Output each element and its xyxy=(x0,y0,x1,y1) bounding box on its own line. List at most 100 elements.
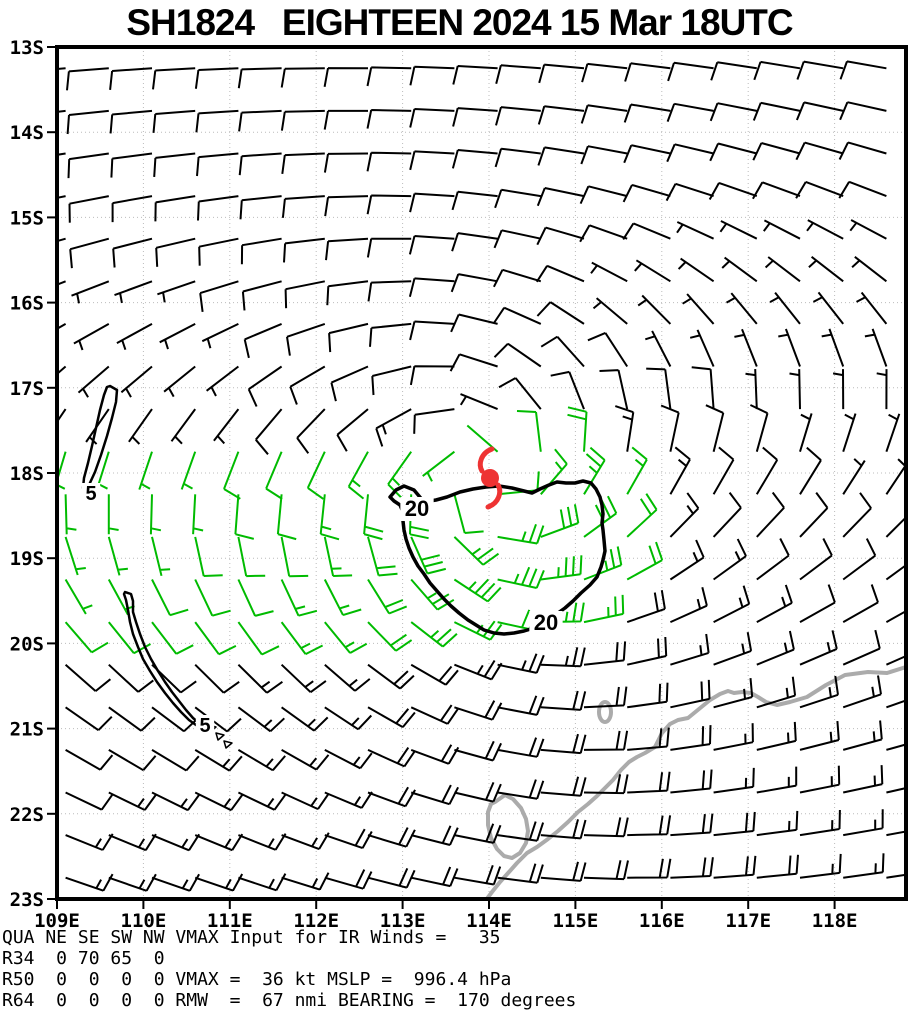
wind-barb xyxy=(151,873,200,892)
wind-barb xyxy=(627,682,669,709)
wind-barb xyxy=(454,823,502,844)
wind-barb xyxy=(769,291,801,325)
wind-barb xyxy=(151,706,199,733)
green-wind-barb xyxy=(280,621,324,655)
green-wind-barb xyxy=(367,621,413,652)
wind-barb xyxy=(281,832,330,851)
wind-barb xyxy=(756,721,797,751)
wind-barb xyxy=(450,273,498,293)
wind-barb xyxy=(280,109,325,131)
green-wind-barb xyxy=(237,536,266,578)
wind-barb xyxy=(624,62,671,82)
wind-barb xyxy=(708,181,758,200)
wind-barb xyxy=(752,181,801,200)
wind-barb xyxy=(367,786,416,808)
green-wind-barb xyxy=(64,578,93,615)
wind-barb xyxy=(713,723,754,751)
wind-barb xyxy=(536,301,585,325)
wind-barb xyxy=(538,63,585,84)
wind-barb xyxy=(691,366,715,410)
wind-barb xyxy=(587,331,629,368)
wind-barb xyxy=(323,152,369,173)
wind-barb xyxy=(57,67,66,71)
wind-barb xyxy=(77,365,110,398)
wind-barb xyxy=(281,749,330,771)
green-wind-barb xyxy=(583,546,623,581)
green-wind-barb xyxy=(367,536,398,577)
wind-barb xyxy=(876,369,888,410)
wind-barb xyxy=(497,779,545,800)
wind-barb xyxy=(583,774,629,795)
wind-barb xyxy=(324,195,369,217)
wind-barb xyxy=(666,102,714,122)
wind-barb xyxy=(627,858,672,879)
wind-barb xyxy=(669,492,700,538)
wind-barb xyxy=(366,151,412,172)
wind-barb xyxy=(755,446,779,495)
wind-barb xyxy=(280,663,327,694)
wind-barb xyxy=(409,65,455,86)
wind-barb xyxy=(57,365,67,376)
wind-barb xyxy=(154,195,196,222)
wind-barb xyxy=(799,538,833,581)
wind-barb xyxy=(194,67,239,89)
wind-barb xyxy=(581,62,628,83)
wind-barb xyxy=(367,867,416,889)
wind-barb xyxy=(367,747,416,768)
wind-barb xyxy=(590,261,628,283)
green-wind-barb xyxy=(280,536,309,578)
wind-barb xyxy=(409,320,455,341)
wind-barb xyxy=(238,833,287,851)
wind-barb xyxy=(367,280,412,302)
wind-barb xyxy=(670,725,712,751)
lat-label-14S: 14S xyxy=(10,122,44,144)
green-wind-barb xyxy=(367,578,408,615)
wind-barb xyxy=(713,632,753,666)
wind-barb xyxy=(69,237,110,269)
wind-barb xyxy=(665,182,714,202)
wind-barb xyxy=(537,146,585,166)
green-wind-barb xyxy=(626,541,664,581)
green-wind-barb xyxy=(410,578,455,611)
wind-barb xyxy=(756,854,799,879)
wind-barb xyxy=(281,706,329,732)
wind-barb xyxy=(324,828,373,850)
wind-barb xyxy=(886,787,906,794)
wind-barb xyxy=(108,873,157,892)
green-wind-barb xyxy=(516,410,542,452)
wind-barb xyxy=(493,229,542,249)
wind-barb xyxy=(799,809,841,837)
wind-barb xyxy=(756,676,797,709)
green-wind-barb xyxy=(453,494,484,534)
cyclone-symbol xyxy=(477,446,503,510)
wind-barb xyxy=(152,67,196,90)
wind-barb xyxy=(120,365,153,398)
green-wind-barb xyxy=(583,594,625,624)
wind-barb xyxy=(670,857,714,879)
wind-barb xyxy=(886,743,906,751)
wind-barb xyxy=(369,322,412,347)
wind-barb xyxy=(410,866,459,888)
wind-barb xyxy=(832,369,845,410)
wind-barb xyxy=(330,365,369,402)
wind-barb xyxy=(66,67,109,91)
wind-barb xyxy=(452,65,498,85)
lon-label-117E: 117E xyxy=(725,910,771,932)
wind-barb xyxy=(583,860,629,881)
lat-label-23S: 23S xyxy=(10,889,44,911)
lon-label-114E: 114E xyxy=(466,910,512,932)
wind-barb xyxy=(842,720,883,751)
wind-barb xyxy=(669,446,691,495)
wind-barb xyxy=(583,641,627,666)
wind-barb xyxy=(623,144,671,164)
green-wind-barb xyxy=(626,446,648,495)
wind-barb xyxy=(493,268,542,288)
wind-barb xyxy=(799,765,841,794)
wind-barb xyxy=(494,188,541,209)
wind-barb xyxy=(634,259,671,283)
wind-barb xyxy=(583,686,628,709)
wind-barb xyxy=(326,280,369,306)
wind-barb xyxy=(536,187,585,207)
coastline xyxy=(484,665,906,899)
wind-barb xyxy=(622,222,671,240)
